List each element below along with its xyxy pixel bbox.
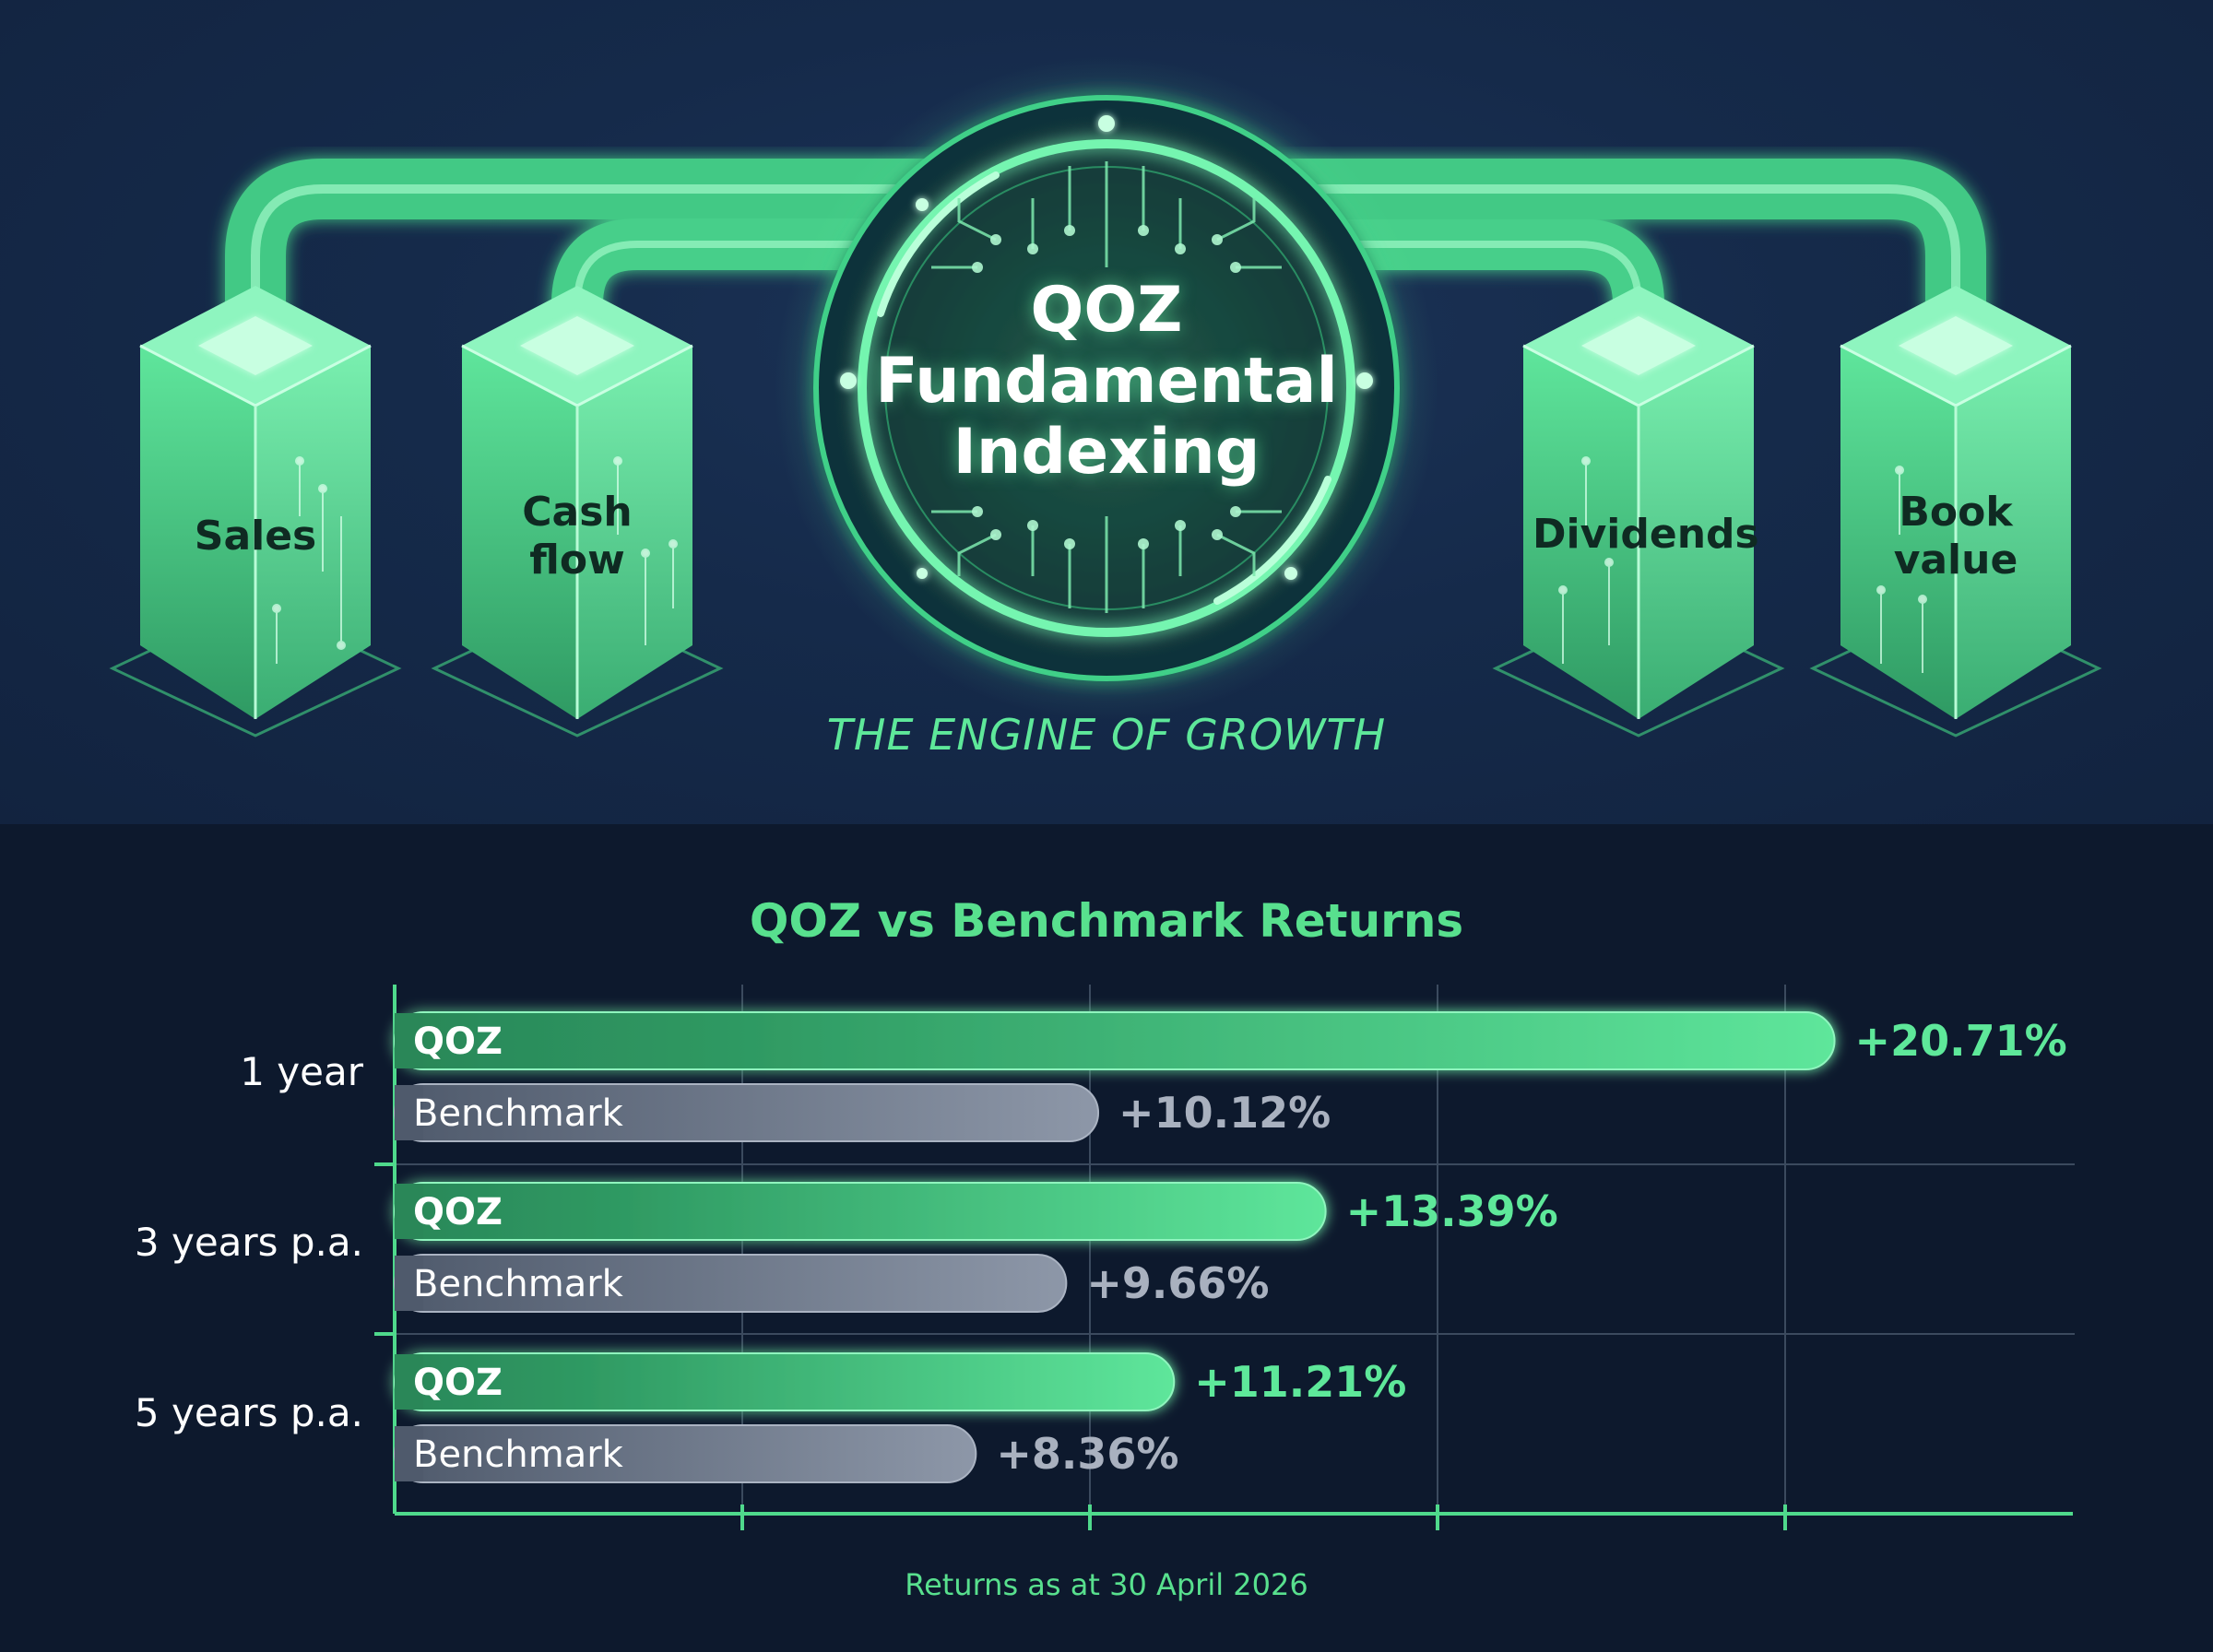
engine-title-line: Indexing	[953, 416, 1260, 489]
pillar-label-line: Cash	[522, 489, 633, 536]
pillar-label-dividends: Dividends	[1533, 511, 1759, 559]
engine-title-line: QOZ	[1030, 274, 1183, 347]
pillar-label-sales: Sales	[149, 513, 361, 560]
category-label: 3 years p.a.	[134, 1220, 363, 1265]
pillar-label-line: Dividends	[1533, 511, 1759, 558]
category-label: 5 years p.a.	[134, 1390, 363, 1435]
chart-note: Returns as at 30 April 2026	[905, 1567, 1308, 1602]
engine-title-line: Fundamental	[875, 345, 1338, 418]
pillar-label-cash-flow: Cash flow	[471, 489, 683, 584]
engine-title: QOZ Fundamental Indexing	[830, 275, 1383, 488]
pillar-sales	[109, 286, 402, 738]
pillar-dividends	[1492, 286, 1785, 738]
chart-title: QOZ vs Benchmark Returns	[749, 894, 1464, 948]
ring-circuit-nodes	[972, 225, 1241, 549]
engine-panel: Sales Cash flow Dividends Book value QOZ…	[0, 0, 2213, 824]
pillar-label-line: flow	[529, 537, 625, 584]
pillar-label-book-value: Book value	[1850, 489, 2062, 584]
engine-tagline: THE ENGINE OF GROWTH	[826, 710, 1387, 760]
pillar-label-line: Book	[1899, 489, 2013, 536]
pillar-label-line: value	[1893, 537, 2018, 584]
pillar-book-value	[1809, 286, 2102, 738]
engine-ring	[775, 56, 1438, 720]
ring-circuit-traces	[931, 161, 1282, 613]
category-label: 1 year	[240, 1049, 363, 1094]
pillar-circuit-traces	[272, 456, 1927, 673]
pillar-cash-flow	[431, 286, 724, 738]
engine-illustration	[109, 56, 2102, 738]
pillar-label-line: Sales	[194, 513, 317, 560]
